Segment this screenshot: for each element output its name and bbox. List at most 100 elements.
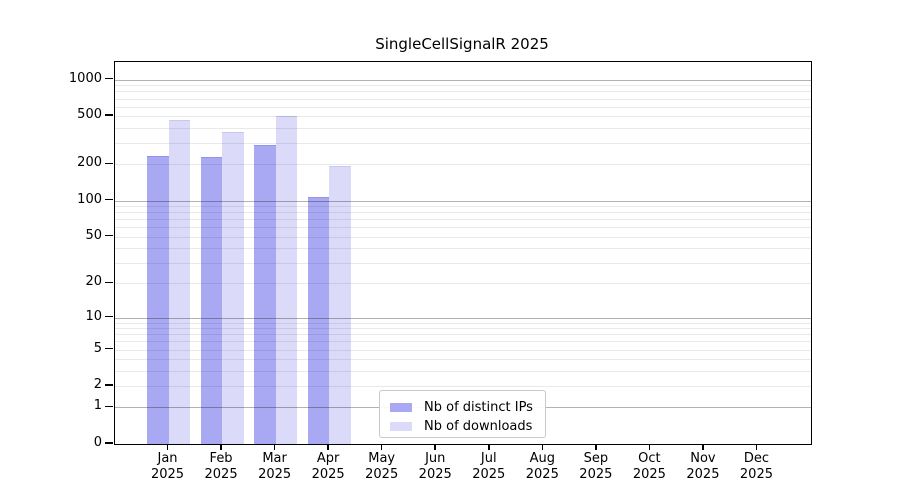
gridline-minor bbox=[115, 248, 811, 250]
x-tick-month: Nov bbox=[690, 451, 716, 466]
x-tick-label: Nov 2025 bbox=[671, 451, 735, 483]
bar-downloads bbox=[168, 120, 191, 444]
x-tick-label: Jun 2025 bbox=[403, 451, 467, 483]
x-tick-label: Jan 2025 bbox=[136, 451, 200, 483]
x-tick-mark bbox=[488, 444, 490, 450]
gridline-minor bbox=[115, 283, 811, 285]
x-tick-year: 2025 bbox=[311, 467, 345, 482]
x-tick-month: Oct bbox=[638, 451, 661, 466]
x-tick-year: 2025 bbox=[365, 467, 399, 482]
y-tick-mark bbox=[105, 198, 113, 201]
y-tick-mark bbox=[105, 347, 113, 350]
bar-distinct-ips bbox=[200, 157, 223, 444]
x-tick-month: Feb bbox=[209, 451, 233, 466]
y-tick-label: 0 bbox=[93, 435, 102, 450]
gridline-minor bbox=[115, 227, 811, 229]
bar-downloads bbox=[222, 132, 244, 444]
gridline-minor bbox=[115, 262, 811, 264]
x-tick-label: Aug 2025 bbox=[510, 451, 574, 483]
y-tick-label: 50 bbox=[85, 227, 102, 243]
y-tick-label: 500 bbox=[77, 107, 102, 123]
x-tick-label: Sep 2025 bbox=[564, 451, 628, 483]
x-tick-mark bbox=[380, 444, 383, 450]
gridline-minor bbox=[115, 386, 811, 388]
x-tick-mark bbox=[702, 444, 704, 450]
y-tick-label: 1 bbox=[93, 398, 102, 414]
legend-swatch-distinct-ips bbox=[390, 403, 412, 412]
y-tick-mark bbox=[105, 405, 113, 408]
gridline-minor bbox=[115, 98, 811, 100]
x-tick-year: 2025 bbox=[472, 467, 506, 482]
x-tick-mark bbox=[166, 444, 169, 450]
x-tick-label: Jul 2025 bbox=[457, 451, 521, 483]
x-tick-year: 2025 bbox=[150, 467, 185, 482]
y-tick-mark bbox=[105, 281, 113, 284]
x-tick-month: Mar bbox=[262, 451, 287, 466]
gridline-minor bbox=[115, 370, 811, 372]
x-tick-month: Dec bbox=[743, 451, 770, 466]
gridline-minor bbox=[115, 116, 811, 118]
gridline-minor bbox=[115, 91, 811, 93]
bar-downloads bbox=[275, 115, 298, 444]
x-tick-month: Sep bbox=[583, 451, 609, 466]
gridline-minor bbox=[115, 349, 811, 351]
gridline-minor bbox=[115, 164, 811, 166]
x-tick-year: 2025 bbox=[686, 467, 720, 482]
x-tick-month: Jun bbox=[425, 451, 446, 466]
x-tick-mark bbox=[327, 444, 329, 450]
x-tick-label: Apr 2025 bbox=[296, 451, 360, 483]
x-tick-year: 2025 bbox=[418, 467, 452, 482]
gridline-major bbox=[115, 317, 811, 319]
gridline-minor bbox=[115, 206, 811, 208]
bar-downloads bbox=[329, 165, 351, 444]
x-tick-label: Oct 2025 bbox=[617, 451, 681, 483]
x-tick-month: Jan bbox=[157, 451, 178, 466]
gridline-major bbox=[115, 200, 811, 202]
legend: Nb of distinct IPs Nb of downloads bbox=[379, 390, 546, 438]
bar-distinct-ips bbox=[254, 144, 276, 444]
y-tick-mark bbox=[105, 114, 113, 116]
gridline-minor bbox=[115, 334, 811, 336]
x-tick-mark bbox=[755, 444, 758, 450]
gridline-minor bbox=[115, 219, 811, 221]
x-tick-year: 2025 bbox=[204, 467, 238, 482]
legend-row-distinct-ips: Nb of distinct IPs bbox=[390, 398, 545, 417]
y-tick-label: 200 bbox=[77, 155, 102, 171]
y-tick-label: 1000 bbox=[68, 70, 102, 86]
legend-swatch-downloads bbox=[390, 422, 412, 431]
y-tick-mark bbox=[105, 384, 113, 386]
y-tick-mark bbox=[105, 234, 113, 237]
gridline-minor bbox=[115, 85, 811, 87]
x-tick-month: Apr bbox=[316, 451, 340, 466]
plot-area bbox=[114, 61, 812, 445]
y-tick-label: 5 bbox=[93, 340, 102, 356]
x-tick-month: Aug bbox=[529, 451, 555, 466]
x-tick-mark bbox=[273, 444, 276, 450]
x-tick-year: 2025 bbox=[525, 467, 559, 482]
gridline-major bbox=[115, 79, 811, 81]
x-tick-mark bbox=[220, 444, 222, 450]
gridline-minor bbox=[115, 341, 811, 343]
y-tick-mark bbox=[105, 315, 113, 318]
x-tick-label: Dec 2025 bbox=[724, 451, 788, 483]
x-tick-label: May 2025 bbox=[350, 451, 414, 483]
x-tick-month: May bbox=[368, 451, 396, 466]
y-tick-mark bbox=[105, 162, 113, 165]
legend-row-downloads: Nb of downloads bbox=[390, 417, 545, 436]
legend-label-downloads: Nb of downloads bbox=[424, 419, 533, 434]
x-tick-label: Mar 2025 bbox=[243, 451, 307, 483]
x-tick-year: 2025 bbox=[632, 467, 666, 482]
bar-distinct-ips bbox=[147, 156, 169, 444]
y-tick-label: 2 bbox=[93, 377, 102, 393]
x-tick-year: 2025 bbox=[258, 467, 292, 482]
y-tick-label: 10 bbox=[85, 308, 102, 324]
y-tick-label: 100 bbox=[77, 191, 102, 207]
gridline-minor bbox=[115, 212, 811, 214]
x-tick-month: Jul bbox=[480, 451, 497, 466]
bar-distinct-ips bbox=[307, 197, 330, 444]
x-tick-label: Feb 2025 bbox=[189, 451, 253, 483]
gridline-minor bbox=[115, 127, 811, 129]
x-tick-year: 2025 bbox=[579, 467, 613, 482]
chart-title: SingleCellSignalR 2025 bbox=[375, 35, 549, 53]
